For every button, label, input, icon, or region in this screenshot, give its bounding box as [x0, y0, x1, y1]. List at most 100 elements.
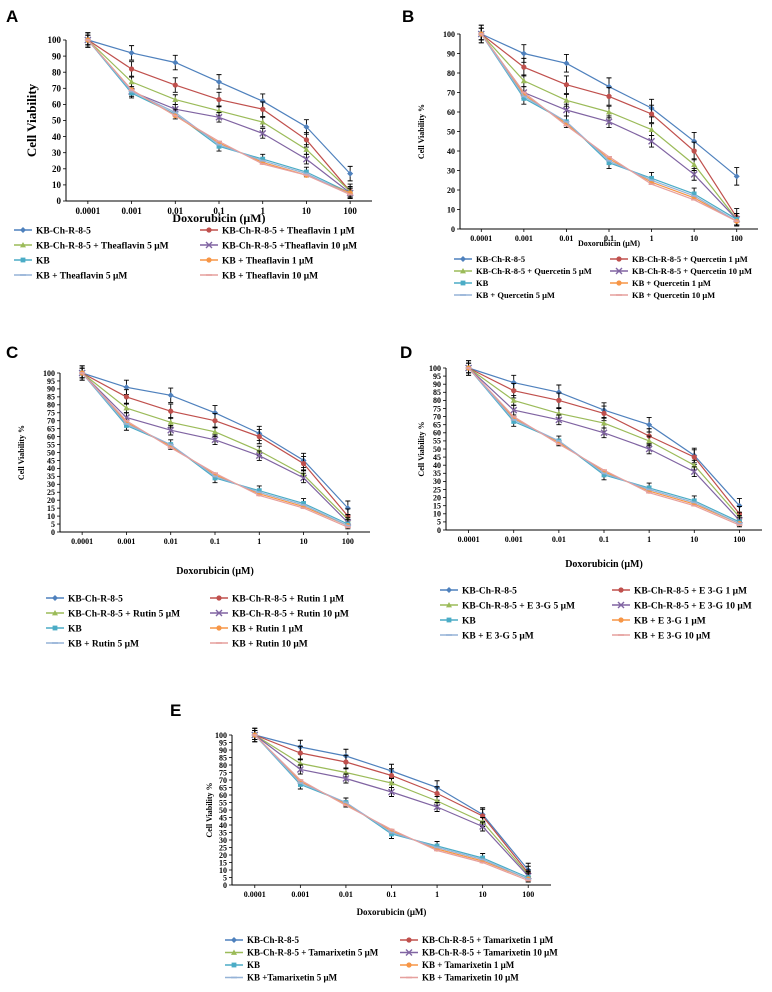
y-tick-label: 45: [433, 453, 441, 462]
x-tick-label: 0.001: [117, 537, 135, 546]
series-6: [252, 732, 531, 882]
data-point: [605, 118, 613, 126]
series-line: [81, 372, 349, 527]
data-point: [167, 419, 174, 425]
legend-item: KB + Quercetin 10 μM: [610, 290, 715, 300]
data-point: [304, 169, 309, 175]
legend-label: KB-Ch-R-8-5 + E 3-G 1 μM: [634, 586, 747, 596]
series-6: [465, 365, 743, 527]
data-point: [302, 155, 310, 163]
legend-marker: [460, 280, 466, 286]
legend-marker: [446, 617, 452, 623]
data-point: [123, 384, 130, 391]
data-point: [521, 95, 527, 101]
chart-panel-a: A 0 10 20 30 40 50 60 70 80 90 100 0.0001 0.001 0.01 0.…: [6, 7, 372, 281]
legend-label: KB-Ch-R-8-5: [462, 586, 517, 596]
series-line: [254, 734, 529, 882]
data-point: [342, 775, 350, 782]
legend-marker: [406, 937, 412, 943]
y-tick-label: 35: [433, 469, 441, 478]
x-tick-label: 1: [650, 234, 654, 243]
y-tick-label: 70: [219, 776, 227, 785]
legend-label: KB + Quercetin 10 μM: [632, 290, 715, 300]
legend-item: KB: [225, 960, 260, 970]
legend-item: KB: [454, 278, 489, 288]
data-point: [521, 64, 527, 70]
legend-marker: [206, 257, 212, 263]
y-axis-label: Cell Viability %: [417, 104, 426, 159]
data-point: [434, 843, 440, 849]
panel-letter: A: [6, 7, 18, 26]
series-5: [252, 730, 531, 883]
data-point: [388, 772, 395, 779]
legend-item: KB: [14, 256, 50, 266]
legend-item: KB + E 3-G 1 μM: [612, 616, 706, 626]
x-tick-label: 0.001: [515, 234, 533, 243]
legend-label: KB: [36, 256, 50, 266]
y-tick-label: 10: [52, 180, 62, 190]
legend-item: KB-Ch-R-8-5 +Theaflavin 10 μM: [200, 241, 357, 251]
data-point: [601, 410, 607, 416]
data-point: [600, 429, 608, 437]
data-point: [691, 498, 697, 504]
legend-item: KB + Theaflavin 1 μM: [200, 256, 313, 266]
data-point: [691, 148, 697, 154]
legend-marker: [405, 949, 413, 956]
data-point: [216, 107, 222, 114]
data-point: [216, 96, 222, 103]
legend: KB-Ch-R-8-5 KB-Ch-R-8-5 + Rutin 1 μM KB-Ch…: [46, 594, 349, 649]
x-axis-label: Doxorubicin (μM): [578, 239, 640, 248]
series-8: [465, 367, 743, 526]
legend-item: KB-Ch-R-8-5 + Rutin 5 μM: [46, 609, 180, 619]
legend-label: KB-Ch-R-8-5 + E 3-G 10 μM: [634, 601, 752, 611]
legend-item: KB-Ch-R-8-5 + Rutin 1 μM: [210, 594, 344, 604]
y-tick-label: 10: [47, 512, 55, 521]
y-tick-label: 0: [223, 881, 227, 890]
y-tick-label: 50: [219, 806, 227, 815]
legend-marker: [231, 962, 237, 968]
series-line: [254, 734, 529, 879]
data-point: [212, 418, 218, 424]
data-point: [511, 419, 517, 424]
data-point: [388, 780, 395, 786]
legend-label: KB + E 3-G 10 μM: [634, 631, 711, 641]
y-tick-label: 0: [51, 528, 55, 537]
data-point: [520, 50, 527, 57]
y-tick-label: 70: [433, 412, 441, 421]
x-tick-label: 0.1: [213, 206, 225, 216]
y-tick-label: 40: [447, 147, 455, 156]
y-tick-label: 60: [47, 432, 55, 441]
y-tick-label: 90: [219, 746, 227, 755]
y-tick-label: 100: [429, 364, 441, 373]
legend-marker: [216, 595, 222, 601]
legend-item: KB: [46, 624, 82, 634]
legend-label: KB-Ch-R-8-5: [36, 226, 91, 236]
legend-item: KB-Ch-R-8-5 + Tamarixetin 1 μM: [400, 935, 554, 945]
x-tick-label: 1: [257, 537, 261, 546]
data-point: [690, 468, 698, 476]
legend-item: KB-Ch-R-8-5 + Quercetin 5 μM: [454, 266, 592, 276]
legend-label: KB + Theaflavin 10 μM: [222, 271, 318, 281]
legend-item: KB + E 3-G 5 μM: [440, 631, 534, 641]
panel-letter: B: [402, 7, 414, 26]
y-tick-label: 100: [43, 369, 55, 378]
data-point: [216, 78, 222, 85]
chart-panel-c: C051015202530354045505560657075808590951…: [6, 343, 370, 649]
y-tick-label: 10: [433, 510, 441, 519]
data-point: [645, 445, 653, 453]
data-point: [648, 137, 656, 145]
legend-item: KB + E 3-G 10 μM: [612, 631, 711, 641]
series-2: [478, 24, 740, 227]
series-line: [468, 367, 740, 518]
y-tick-label: 40: [219, 821, 227, 830]
x-tick-label: 0.001: [505, 535, 523, 544]
data-point: [259, 98, 266, 105]
y-tick-label: 70: [52, 83, 62, 93]
y-tick-label: 80: [433, 396, 441, 405]
x-tick-label: 10: [300, 537, 308, 546]
y-tick-label: 0: [57, 196, 62, 206]
legend-marker: [618, 587, 624, 593]
legend: KB-Ch-R-8-5 KB-Ch-R-8-5 + Theaflavin 1 μM…: [14, 226, 357, 281]
legend-label: KB + Rutin 5 μM: [68, 639, 139, 649]
series-5: [79, 367, 351, 530]
